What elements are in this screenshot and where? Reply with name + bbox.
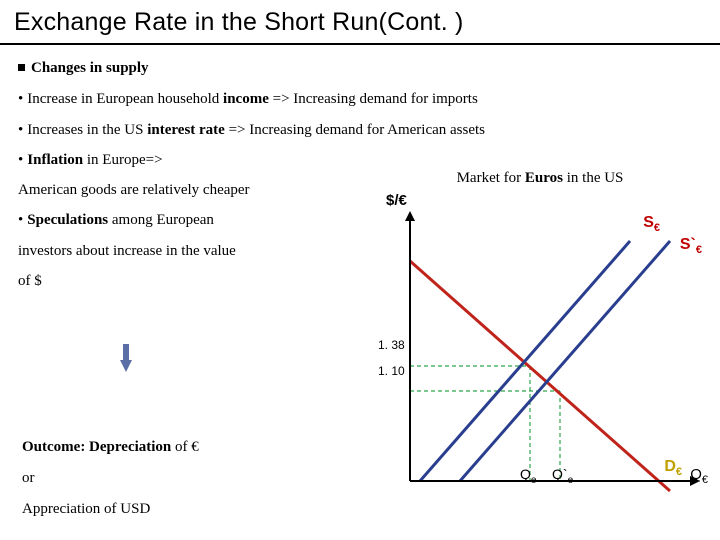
x-axis-label: Q€ bbox=[690, 466, 708, 486]
b4-line3: of $ bbox=[18, 270, 358, 293]
qty1-label: Qe bbox=[520, 466, 536, 486]
b1-bold: income bbox=[223, 91, 273, 107]
arrow-down-icon bbox=[120, 344, 132, 372]
chart-title-bold: Euros bbox=[525, 170, 567, 186]
bullet-income: •Increase in European household income =… bbox=[18, 88, 702, 111]
bullet-inflation: •Inflation in Europe=> bbox=[18, 149, 358, 172]
chart-title-pre: Market for bbox=[457, 170, 525, 186]
b1-post: => Increasing demand for imports bbox=[273, 91, 478, 107]
supply1-label: S€ bbox=[643, 214, 660, 234]
chart-title: Market for Euros in the US bbox=[370, 170, 710, 187]
y-axis-label: $/€ bbox=[386, 192, 407, 209]
outcome-line2: or bbox=[22, 465, 199, 492]
b4-post: among European bbox=[112, 212, 214, 228]
bullet-interest: •Increases in the US interest rate => In… bbox=[18, 119, 702, 142]
price2-label: 1. 10 bbox=[378, 364, 405, 378]
qty2-label: Q`e bbox=[552, 466, 573, 486]
supply2-label: S`€ bbox=[680, 236, 702, 256]
outcome-l1-post: of € bbox=[175, 439, 199, 455]
page-title: Exchange Rate in the Short Run(Cont. ) bbox=[0, 0, 720, 45]
outcome-block: Outcome: Depreciation of € or Appreciati… bbox=[22, 434, 199, 527]
b3-line2: American goods are relatively cheaper bbox=[18, 179, 358, 202]
b1-pre: Increase in European household bbox=[27, 91, 223, 107]
section-header-text: Changes in supply bbox=[31, 60, 149, 76]
left-column: •Inflation in Europe=> American goods ar… bbox=[18, 149, 358, 293]
b3-post: in Europe=> bbox=[87, 152, 163, 168]
outcome-line1: Outcome: Depreciation of € bbox=[22, 434, 199, 461]
b2-post: => Increasing demand for American assets bbox=[229, 122, 485, 138]
bullet-speculations: •Speculations among European bbox=[18, 209, 358, 232]
b3-bold: Inflation bbox=[27, 152, 87, 168]
euro-market-chart: Market for Euros in the US $/€ S€ S`€ D€… bbox=[370, 170, 710, 500]
chart-title-post: in the US bbox=[567, 170, 624, 186]
section-header: Changes in supply bbox=[18, 57, 702, 80]
demand-label: D€ bbox=[664, 458, 682, 478]
b2-pre: Increases in the US bbox=[27, 122, 147, 138]
chart-svg bbox=[370, 191, 710, 501]
outcome-line3: Appreciation of USD bbox=[22, 496, 199, 523]
b4-line2: investors about increase in the value bbox=[18, 240, 358, 263]
b2-bold: interest rate bbox=[147, 122, 228, 138]
price1-label: 1. 38 bbox=[378, 338, 405, 352]
square-bullet-icon bbox=[18, 64, 25, 71]
outcome-l1-bold: Outcome: Depreciation bbox=[22, 439, 175, 455]
b4-bold: Speculations bbox=[27, 212, 112, 228]
